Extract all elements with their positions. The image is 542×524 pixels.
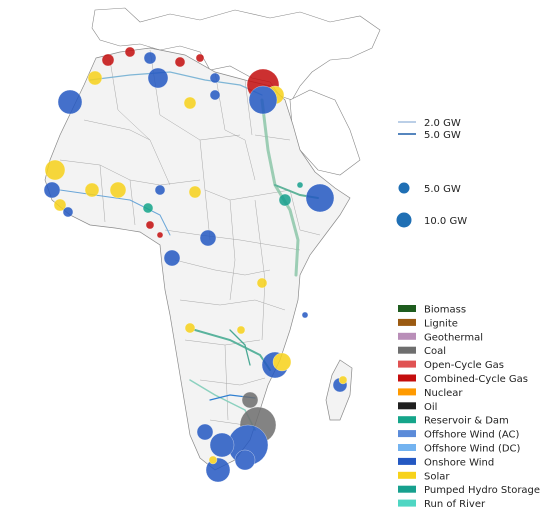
carrier-swatch-geothermal — [398, 332, 416, 340]
carrier-swatch-onshore-wind — [398, 457, 416, 465]
line-legend-2gw-label: 2.0 GW — [424, 118, 461, 129]
carrier-label-open-cycle-gas: Open-Cycle Gas — [424, 360, 504, 371]
carrier-label-nuclear: Nuclear — [424, 388, 463, 399]
size-legend-5gw-label: 5.0 GW — [424, 184, 461, 195]
carrier-swatch-offshore-wind-dc — [398, 444, 416, 451]
carrier-swatch-oil — [398, 402, 416, 410]
line-legend: 2.0 GW 5.0 GW — [398, 118, 461, 141]
size-legend-10gw-label: 10.0 GW — [424, 216, 467, 227]
size-legend: 5.0 GW 10.0 GW — [396, 182, 467, 228]
carrier-swatch-biomass — [398, 305, 416, 312]
carrier-label-lignite: Lignite — [424, 318, 458, 329]
country-borders — [59, 49, 321, 426]
carrier-label-combined-cycle-gas: Combined-Cycle Gas — [424, 374, 528, 385]
carrier-swatch-reservoir-dam — [398, 416, 416, 424]
carrier-swatch-pumped-hydro-storage — [398, 485, 416, 493]
carrier-legend: Biomass Lignite Geothermal Coal Open-Cycle G… — [398, 305, 540, 510]
line-legend-5gw-label: 5.0 GW — [424, 130, 461, 141]
carrier-swatch-nuclear — [398, 388, 416, 396]
carrier-label-geothermal: Geothermal — [424, 332, 483, 343]
carrier-swatch-combined-cycle-gas — [398, 374, 416, 382]
carrier-label-oil: Oil — [424, 402, 437, 413]
generation-bubbles — [43, 46, 348, 483]
carrier-label-onshore-wind: Onshore Wind — [424, 457, 494, 468]
carrier-label-offshore-wind-ac: Offshore Wind (AC) — [424, 430, 520, 441]
carrier-swatch-lignite — [398, 318, 416, 326]
carrier-label-reservoir-dam: Reservoir & Dam — [424, 416, 509, 427]
carrier-label-offshore-wind-dc: Offshore Wind (DC) — [424, 444, 521, 455]
carrier-swatch-open-cycle-gas — [398, 360, 416, 368]
carrier-label-coal: Coal — [424, 346, 446, 357]
carrier-swatch-run-of-river — [398, 499, 416, 507]
size-legend-5gw-marker — [398, 182, 410, 194]
carrier-label-run-of-river: Run of River — [424, 499, 486, 510]
carrier-swatch-offshore-wind-ac — [398, 430, 416, 438]
carrier-label-solar: Solar — [424, 471, 450, 482]
carrier-swatch-solar — [398, 471, 416, 479]
carrier-label-biomass: Biomass — [424, 305, 466, 316]
size-legend-10gw-marker — [396, 212, 412, 228]
carrier-swatch-coal — [398, 346, 416, 354]
carrier-label-pumped-hydro-storage: Pumped Hydro Storage — [424, 485, 540, 496]
